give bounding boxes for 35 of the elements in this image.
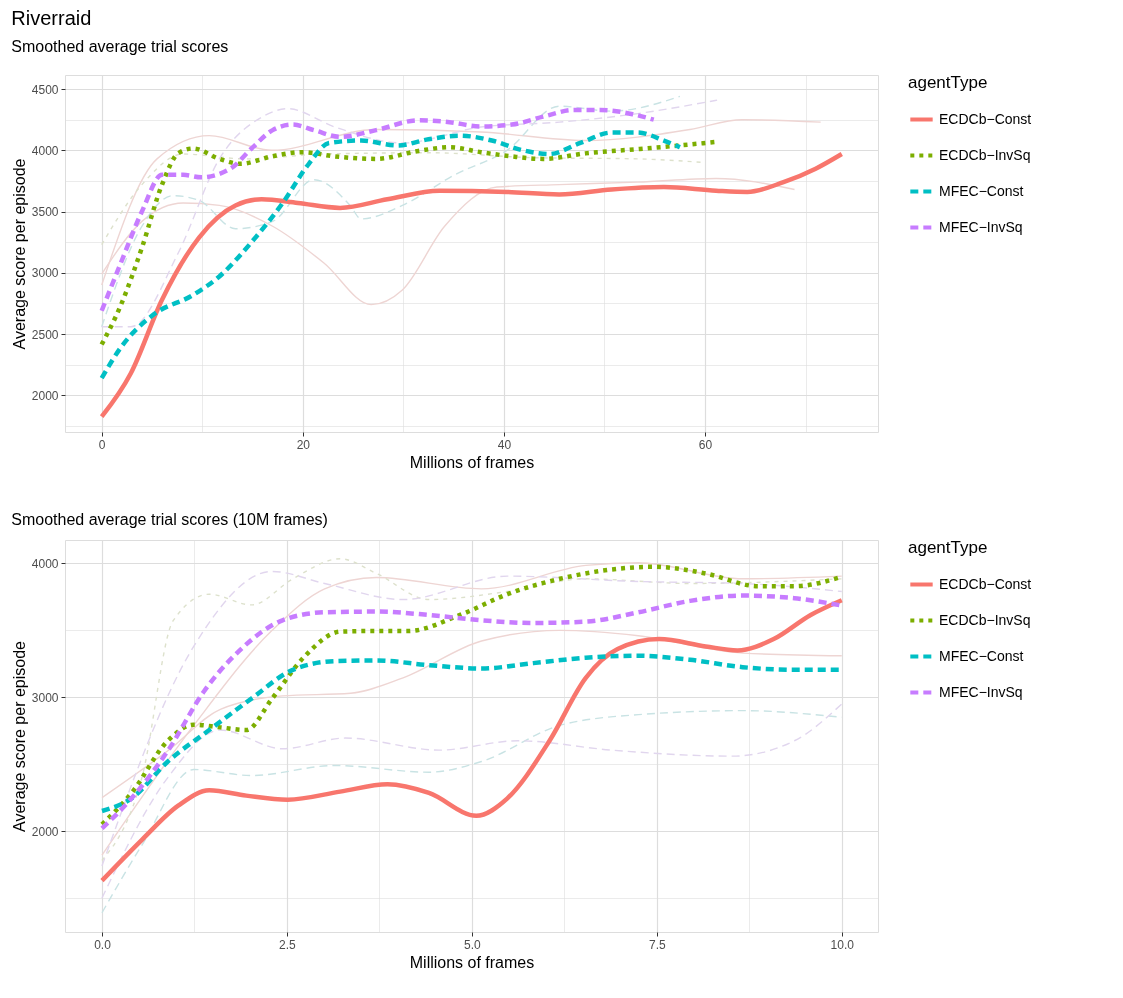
x-tick-label: 0	[98, 437, 106, 452]
y-tick-label: 3000	[31, 690, 59, 705]
legend-title: agentType	[908, 73, 988, 92]
y-axis-title: Average score per episode	[10, 158, 28, 350]
y-axis-title: Average score per episode	[10, 640, 28, 832]
y-tick-label: 4000	[31, 556, 59, 571]
legend-label: MFEC−Const	[939, 182, 1024, 199]
x-tick-label: 10.0	[830, 937, 855, 952]
y-tick-label: 2000	[31, 388, 59, 403]
x-tick-label: 2.5	[279, 937, 297, 952]
x-tick-label: 0.0	[94, 937, 112, 952]
x-tick-label: 40	[497, 437, 512, 452]
y-tick-label: 2500	[31, 327, 59, 342]
chart-subtitle: Smoothed average trial scores	[11, 38, 229, 55]
legend-label: MFEC−InvSq	[939, 218, 1023, 235]
legend-title: agentType	[908, 538, 988, 557]
y-tick-label: 3000	[31, 266, 59, 281]
x-tick-label: 60	[698, 437, 713, 452]
chart-title: Riverraid	[11, 7, 92, 29]
y-tick-label: 3500	[31, 205, 59, 220]
legend-label: ECDCb−Const	[939, 575, 1032, 592]
chart-title: Smoothed average trial scores (10M frames)	[11, 511, 328, 528]
legend-label: ECDCb−InvSq	[939, 611, 1031, 628]
legend-label: ECDCb−Const	[939, 110, 1032, 127]
x-axis-title: Millions of frames	[409, 453, 535, 471]
x-tick-label: 5.0	[464, 937, 482, 952]
x-tick-label: 20	[296, 437, 311, 452]
x-axis-title: Millions of frames	[409, 953, 535, 971]
y-tick-label: 4500	[31, 82, 59, 97]
y-tick-label: 4000	[31, 143, 59, 158]
legend-label: MFEC−InvSq	[939, 683, 1023, 700]
legend-label: ECDCb−InvSq	[939, 146, 1031, 163]
legend-label: MFEC−Const	[939, 647, 1024, 664]
y-tick-label: 2000	[31, 824, 59, 839]
x-tick-label: 7.5	[648, 937, 666, 952]
